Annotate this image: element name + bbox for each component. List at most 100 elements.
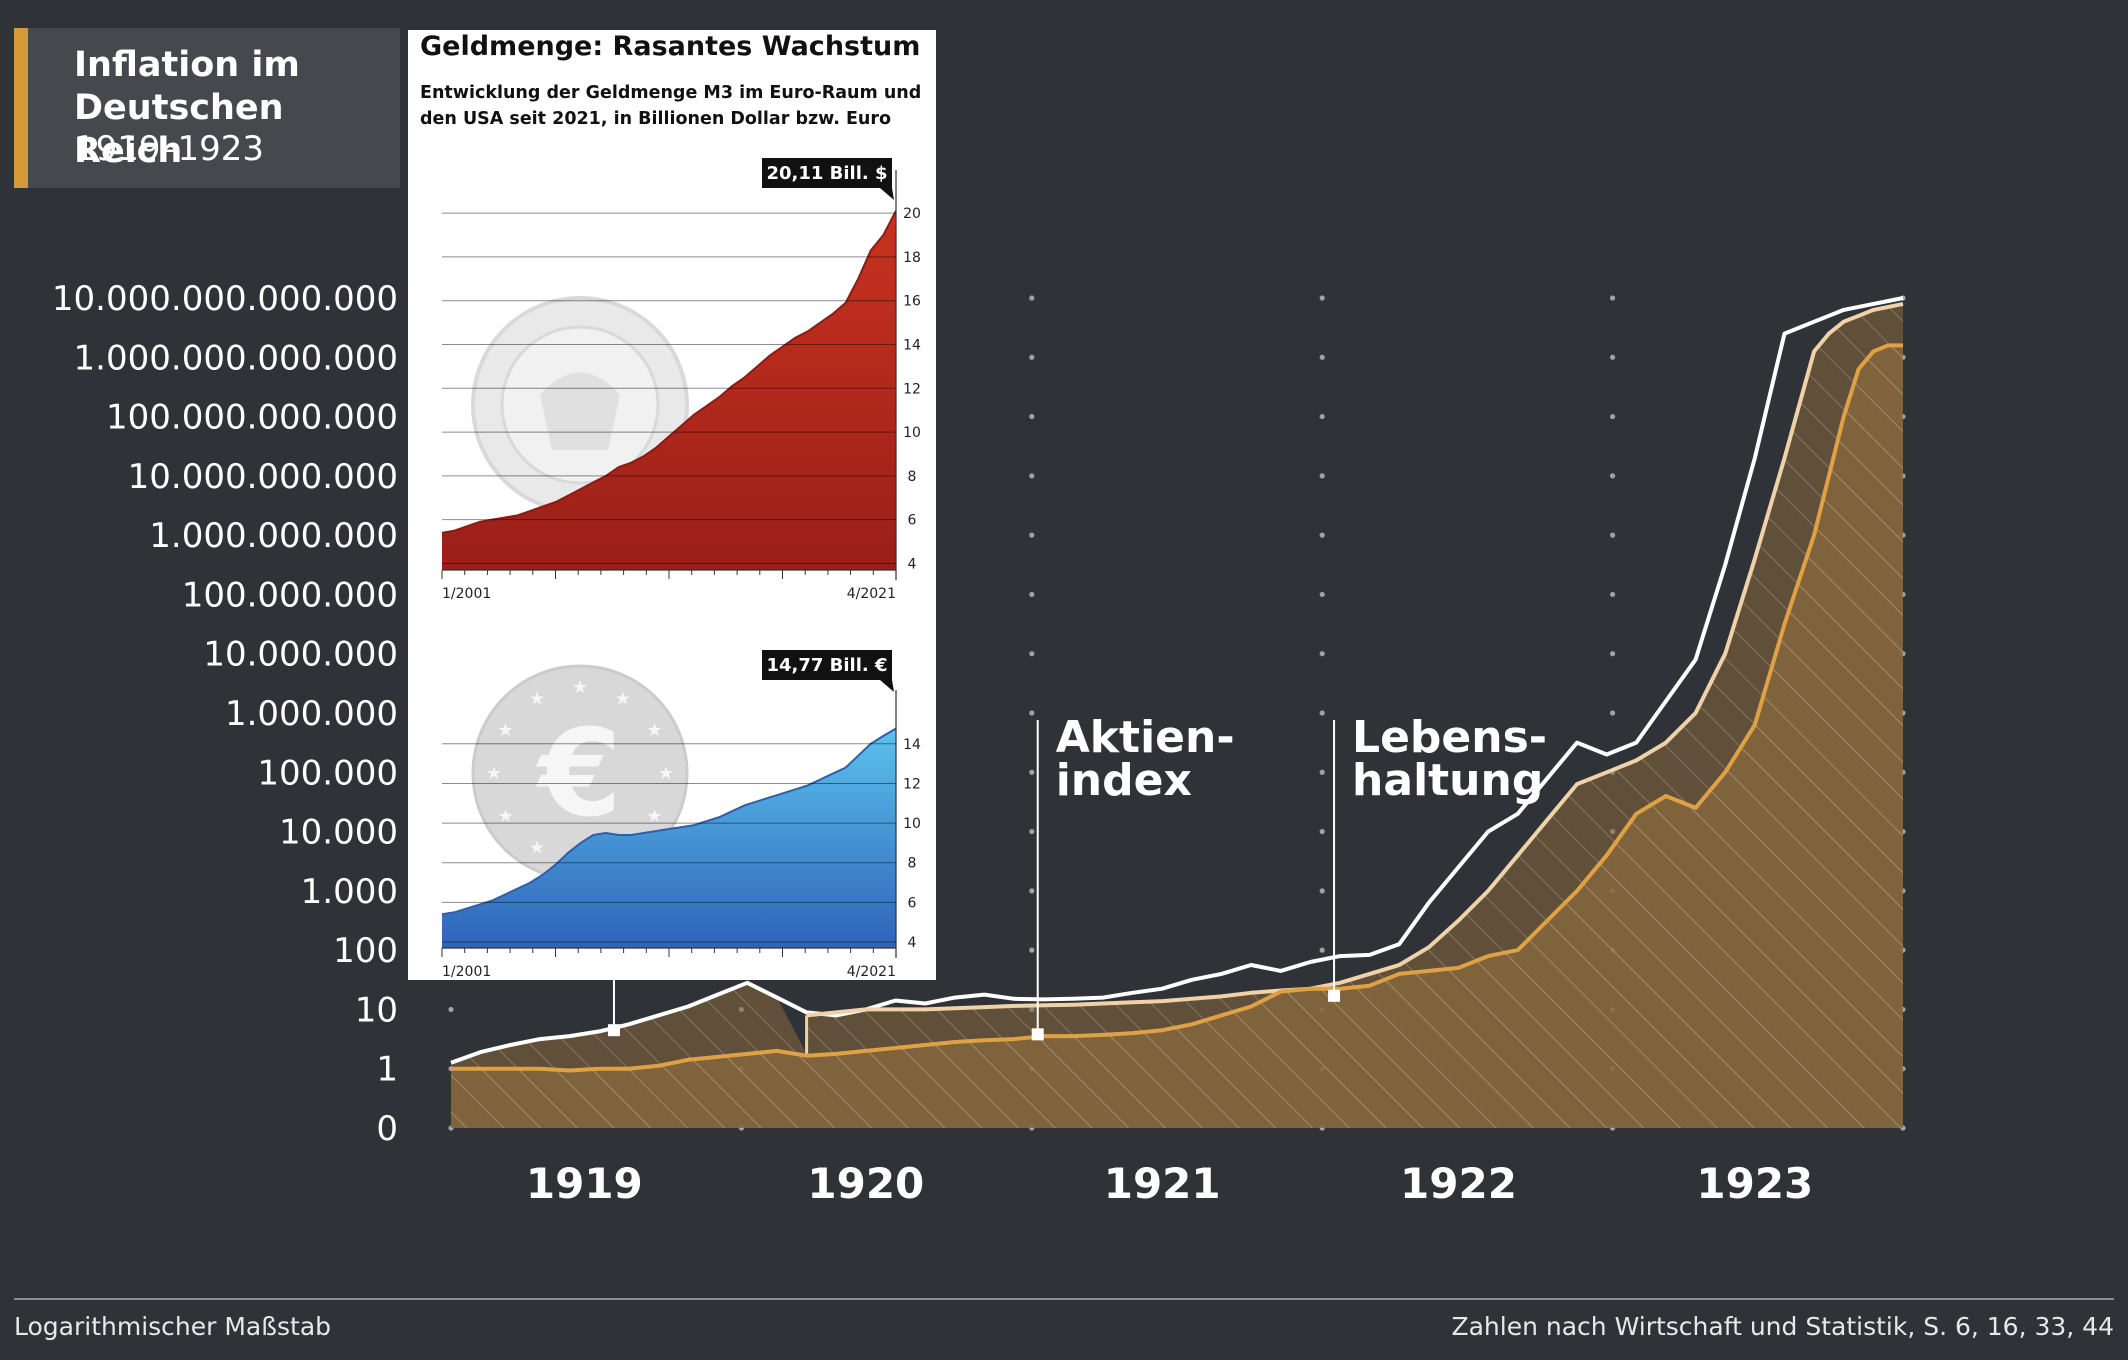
y-tick-label: 1 bbox=[376, 1050, 398, 1090]
grid-dot bbox=[1319, 354, 1325, 360]
annotation-label: Lebens- bbox=[1352, 712, 1547, 763]
area-lower-hatch bbox=[451, 345, 1903, 1128]
y-tick-label: 1.000.000 bbox=[225, 694, 398, 734]
svg-text:★: ★ bbox=[658, 763, 674, 784]
x-tick-label: 1919 bbox=[526, 1159, 643, 1208]
inset-callout-pointer bbox=[880, 680, 894, 692]
grid-dot bbox=[1319, 947, 1325, 953]
grid-dot bbox=[1029, 354, 1035, 360]
grid-dot bbox=[1610, 295, 1616, 301]
grid-dot bbox=[1029, 828, 1035, 835]
footer-source: Zahlen nach Wirtschaft und Statistik, S.… bbox=[1451, 1312, 2114, 1341]
inset-callout-box bbox=[762, 158, 892, 188]
inset-y-tick: 14 bbox=[903, 737, 921, 753]
y-tick-label: 1.000.000.000 bbox=[149, 516, 398, 556]
annotation-marker bbox=[1031, 1028, 1044, 1041]
svg-text:★: ★ bbox=[646, 806, 662, 827]
svg-text:★: ★ bbox=[486, 763, 502, 784]
inset-line bbox=[441, 210, 897, 534]
footer-scale-note: Logarithmischer Maßstab bbox=[14, 1312, 332, 1341]
svg-text:★: ★ bbox=[646, 720, 662, 741]
svg-text:★: ★ bbox=[497, 720, 513, 741]
grid-dot bbox=[1029, 532, 1035, 538]
y-tick-label: 10.000.000.000.000 bbox=[52, 279, 398, 319]
y-tick-label: 0 bbox=[376, 1109, 398, 1149]
inset-subtitle: Entwicklung der Geldmenge M3 im Euro-Rau… bbox=[420, 83, 922, 129]
inset-y-tick: 16 bbox=[903, 294, 921, 310]
annotations: Aktien-index Lebens-haltung bbox=[607, 712, 1547, 1041]
inset-y-tick: 12 bbox=[903, 776, 921, 792]
inset-title: Geldmenge: Rasantes Wachstum bbox=[420, 31, 921, 62]
y-tick-label: 100.000 bbox=[257, 753, 398, 793]
inset-y-tick: 4 bbox=[908, 935, 917, 951]
chart-title: Inflation im Deutschen Reich bbox=[74, 44, 404, 173]
inset-line bbox=[441, 727, 897, 916]
x-tick-label: 1922 bbox=[1400, 1159, 1517, 1208]
x-tick-label: 1920 bbox=[807, 1159, 924, 1208]
inset-y-tick: 6 bbox=[908, 895, 917, 911]
grid-dot bbox=[1029, 769, 1035, 775]
area-upper-hatch bbox=[451, 303, 1903, 1128]
svg-text:★: ★ bbox=[497, 806, 513, 827]
grid-dot bbox=[1319, 295, 1325, 301]
inset-y-tick: 10 bbox=[903, 816, 921, 832]
chart-lines bbox=[450, 296, 1904, 1073]
euro-coin-icon: €★★★★★★★★★★★★ bbox=[471, 664, 689, 882]
y-axis: 0 1 10 100 1.000 10.000 100.000 1.000.000 10.000… bbox=[52, 279, 398, 1149]
grid-dot bbox=[1610, 710, 1616, 716]
inset-panel: 4 6 8 10 12 14 16 18 20 1/2001 4/2021 20,11 Bill. $ bbox=[441, 158, 921, 602]
y-tick-label: 100 bbox=[333, 931, 398, 971]
title-accent-bar bbox=[14, 28, 28, 188]
x-tick-label: 1921 bbox=[1104, 1159, 1221, 1208]
inset-x-label-start: 1/2001 bbox=[442, 586, 491, 602]
inset-y-tick: 14 bbox=[903, 337, 921, 353]
grid-dot bbox=[1610, 473, 1616, 479]
svg-text:★: ★ bbox=[615, 689, 631, 710]
grid-dot bbox=[1319, 413, 1325, 420]
inset-callout-value: 14,77 Bill. € bbox=[766, 655, 887, 676]
y-tick-label: 10.000.000.000 bbox=[128, 457, 398, 497]
grid-dot bbox=[1610, 413, 1616, 420]
grid-dot bbox=[1029, 473, 1035, 479]
grid-dot bbox=[1319, 651, 1325, 657]
inset-callout-value: 20,11 Bill. $ bbox=[766, 163, 887, 184]
inset-y-tick: 20 bbox=[903, 206, 921, 222]
y-tick-label: 100.000.000.000 bbox=[106, 398, 398, 438]
x-axis: 1919 1920 1921 1922 1923 bbox=[526, 1159, 1813, 1208]
svg-text:★: ★ bbox=[529, 689, 545, 710]
y-tick-label: 100.000.000 bbox=[182, 575, 398, 615]
y-tick-label: 10.000.000 bbox=[203, 635, 398, 675]
chart-areas bbox=[451, 303, 1903, 1128]
inset-y-tick: 4 bbox=[908, 556, 917, 572]
grid-dot bbox=[448, 1006, 454, 1013]
svg-text:★: ★ bbox=[572, 677, 588, 698]
y-tick-label: 1.000 bbox=[301, 872, 398, 912]
grid-dot bbox=[1029, 413, 1035, 420]
grid-dot bbox=[1029, 888, 1035, 894]
svg-text:€: € bbox=[535, 705, 622, 844]
grid-dot bbox=[1319, 532, 1325, 538]
inset-panel: €★★★★★★★★★★★★4681012141/20014/202114,77 … bbox=[441, 650, 921, 980]
grid-dot bbox=[1319, 473, 1325, 479]
inset-y-tick: 12 bbox=[903, 381, 921, 397]
grid-dot bbox=[1610, 591, 1616, 598]
inset-area bbox=[442, 728, 896, 948]
y-tick-label: 10 bbox=[355, 990, 398, 1030]
annotation-label: haltung bbox=[1352, 755, 1543, 806]
grid-dot bbox=[1029, 710, 1035, 716]
inset-y-tick: 10 bbox=[903, 425, 921, 441]
series-line-light bbox=[806, 301, 1904, 1018]
inset-charts: 4 6 8 10 12 14 16 18 20 1/2001 4/2021 20,11 Bill. $… bbox=[441, 158, 921, 980]
grid-dot bbox=[1319, 591, 1325, 598]
inset-y-tick: 18 bbox=[903, 250, 921, 266]
inset-x-label-start: 1/2001 bbox=[442, 964, 491, 980]
y-tick-label: 1.000.000.000.000 bbox=[74, 338, 398, 378]
inset-y-tick: 8 bbox=[908, 469, 917, 485]
annotation-marker bbox=[1328, 989, 1341, 1002]
grid-dot bbox=[1319, 888, 1325, 894]
chart-title-line1: Inflation im bbox=[74, 45, 300, 85]
fed-seal-icon bbox=[471, 296, 689, 514]
grid-dot bbox=[1610, 651, 1616, 657]
annotation-label: Aktien- bbox=[1056, 712, 1235, 763]
